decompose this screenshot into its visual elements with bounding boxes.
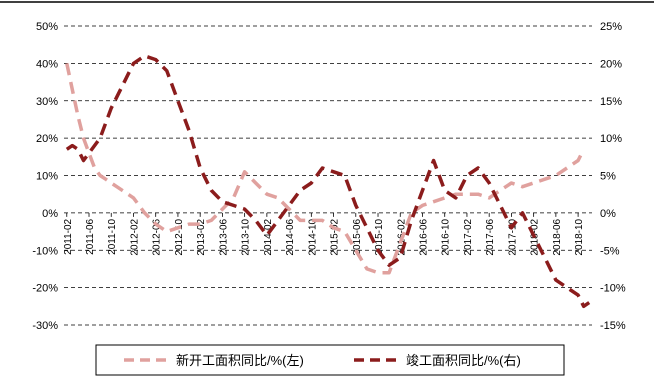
x-tick-label: 2017-06 <box>485 218 496 255</box>
right-tick-label: 15% <box>600 96 622 108</box>
right-tick-label: -10% <box>600 283 626 295</box>
series-line-new-construction <box>65 63 586 275</box>
left-tick-label: -20% <box>32 283 58 295</box>
x-tick-label: 2013-10 <box>241 218 252 255</box>
x-tick-label: 2018-06 <box>552 218 563 255</box>
x-tick-label: 2011-06 <box>85 218 96 254</box>
legend-label: 竣工面积同比/%(右) <box>406 353 521 368</box>
x-tick-label: 2017-02 <box>463 218 474 255</box>
x-tick-label: 2013-02 <box>196 218 207 255</box>
right-tick-label: 0% <box>600 208 616 220</box>
right-axis-ticks: -15% -10% -5% 0% 5% 10% 15% 20% 25% <box>600 21 626 332</box>
x-tick-label: 2011-02 <box>63 218 74 254</box>
x-axis-ticks: 2011-02 2011-06 2011-10 2012-02 2012-06 2012-… <box>63 212 585 256</box>
legend: 新开工面积同比/%(左) 竣工面积同比/%(右) <box>95 344 565 376</box>
x-tick-label: 2015-02 <box>330 218 341 255</box>
left-tick-label: 10% <box>36 171 58 183</box>
x-tick-label: 2014-02 <box>263 218 274 255</box>
left-axis-ticks: -30% -20% -10% 0% 10% 20% 30% 40% 50% <box>32 21 58 332</box>
x-tick-label: 2015-10 <box>374 218 385 255</box>
gridlines <box>64 25 592 326</box>
right-tick-label: 10% <box>600 133 622 145</box>
x-tick-label: 2012-02 <box>129 218 140 255</box>
left-tick-label: 50% <box>36 21 58 33</box>
left-tick-label: 20% <box>36 133 58 145</box>
left-tick-label: 0% <box>42 208 58 220</box>
left-tick-label: 30% <box>36 96 58 108</box>
right-tick-label: 5% <box>600 171 616 183</box>
x-tick-label: 2012-06 <box>152 218 163 255</box>
x-tick-label: 2013-06 <box>218 218 229 255</box>
right-tick-label: -5% <box>600 245 620 257</box>
right-tick-label: -15% <box>600 320 626 332</box>
legend-label: 新开工面积同比/%(左) <box>176 353 304 368</box>
x-tick-label: 2014-06 <box>285 218 296 255</box>
x-tick-label: 2017-10 <box>507 218 518 255</box>
x-tick-label: 2015-06 <box>352 218 363 255</box>
right-tick-label: 25% <box>600 21 622 33</box>
x-tick-label: 2014-10 <box>307 218 318 255</box>
x-tick-label: 2016-06 <box>418 218 429 255</box>
x-tick-label: 2016-10 <box>441 218 452 255</box>
series-line-completion <box>65 54 591 309</box>
right-tick-label: 20% <box>600 58 622 70</box>
x-tick-label: 2011-10 <box>107 218 118 254</box>
legend-box <box>95 344 565 376</box>
series <box>65 54 591 309</box>
left-tick-label: -30% <box>32 320 58 332</box>
left-tick-label: -10% <box>32 245 58 257</box>
left-tick-label: 40% <box>36 58 58 70</box>
x-tick-label: 2012-10 <box>174 218 185 255</box>
x-tick-label: 2018-10 <box>574 218 585 255</box>
